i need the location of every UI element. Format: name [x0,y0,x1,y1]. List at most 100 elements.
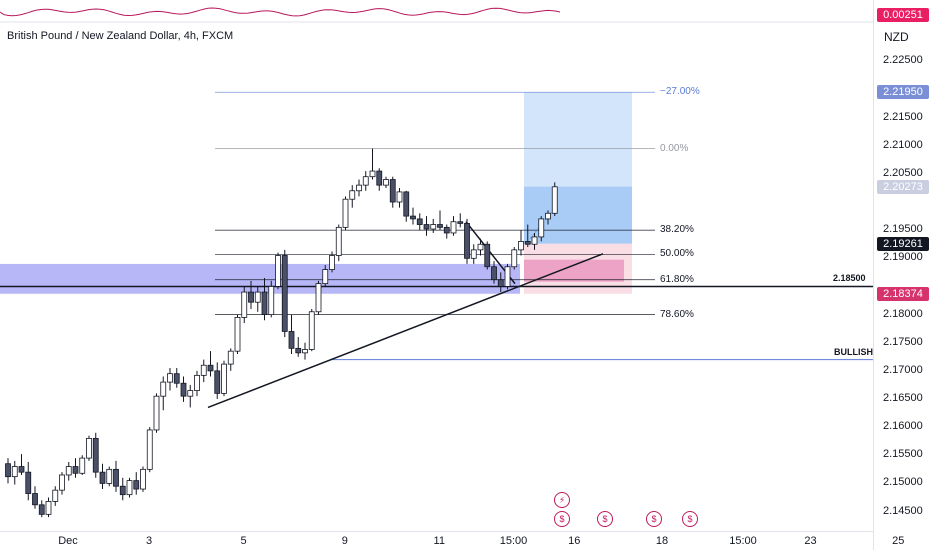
candle-body [18,466,25,473]
demand-zone [0,263,520,294]
flash-event-icon[interactable]: ⚡ [554,492,570,508]
fib-level-label: 61.80% [660,273,694,285]
price-tick-label: 2.18000 [883,307,923,320]
price-tick-label: 2.19500 [883,223,923,236]
price-tick-label: 2.15500 [883,448,923,461]
candle-body [207,364,214,372]
candle-body [457,221,464,224]
economic-event-icon[interactable]: $ [682,511,698,527]
time-tick-label: 11 [433,535,445,547]
economic-event-icon[interactable]: $ [554,511,570,527]
candle-body [200,364,207,376]
candle-body [275,255,281,287]
candle-body [342,198,349,228]
candle-body [180,382,187,397]
time-tick-label: 18 [655,535,669,547]
candle-body [194,374,200,391]
economic-event-icon[interactable]: $ [646,511,662,527]
candle-body [106,468,113,484]
price-scale[interactable] [873,0,932,550]
price-tick-label: 2.16000 [883,420,923,433]
candle-body [52,489,59,502]
candle-body [45,501,52,515]
fib-level-label: 38.20% [660,224,694,236]
candle-body [362,176,369,186]
candle-body [234,316,241,352]
candle-body [464,223,470,259]
candle-body [119,485,126,496]
candle-body [518,241,524,251]
price-tick-label: 2.22500 [883,54,923,67]
candle-body [214,370,221,394]
candle-body [437,224,443,228]
price-badge: 2.18374 [877,286,929,301]
time-tick-label: 5 [240,535,247,547]
candle-body [531,236,538,245]
candle-body [65,466,72,476]
price-badge: 2.19261 [877,236,929,251]
candle-body [167,373,173,383]
price-tick-label: 2.16500 [883,392,923,404]
currency-label[interactable]: NZD [884,30,909,44]
candle-body [497,279,504,287]
candle-body [254,291,261,303]
symbol-title[interactable]: British Pound / New Zealand Dollar, 4h, … [7,30,234,42]
candle-body [268,286,275,315]
candle-body [113,468,119,487]
candle-body [349,190,356,200]
candle-body [491,266,497,281]
candle-body [410,215,416,220]
time-tick-label: 23 [804,535,817,547]
candle-body [32,493,38,506]
time-tick-label: 15:00 [729,535,757,547]
price-tick-label: 2.17500 [883,335,923,348]
candle-body [322,269,329,285]
candle-body [302,349,308,354]
candle-body [403,191,410,217]
candle-body [315,283,322,313]
candle-body [511,249,518,268]
price-badge: 2.20273 [877,179,929,194]
candle-body [551,186,558,214]
candle-body [356,184,362,192]
time-axis[interactable] [0,531,873,550]
candle-body [99,471,106,484]
time-tick-label: 15:00 [499,535,528,547]
candle-body [79,457,86,474]
fib-level-label: 50.00% [660,248,694,260]
indicator-line [0,7,561,17]
candle-body [376,170,383,186]
candle-body [140,468,146,490]
candle-body [241,291,248,318]
candle-body [25,471,32,494]
economic-event-icon[interactable]: $ [597,511,613,527]
candle-body [477,243,484,251]
price-tick-label: 2.19000 [883,251,923,264]
candle-body [173,373,180,384]
candle-body [153,395,160,431]
price-badge: 2.21950 [877,85,929,100]
candle-body [450,221,457,234]
price-tick-label: 2.15000 [883,476,923,489]
candle-body [484,243,491,268]
candle-body [389,179,396,203]
candle-body [5,463,11,478]
candle-body [504,266,511,287]
candle-body [295,347,302,354]
candle-body [524,241,531,245]
horizontal-line-label: 2.18500 [833,273,866,284]
fib-level-label: −27.00% [660,86,700,98]
candle-body [383,179,389,186]
price-tick-label: 2.21000 [883,138,923,151]
candle-body [160,381,167,397]
candle-body [281,255,288,332]
candle-body [538,218,545,238]
time-tick-label: 3 [145,535,153,547]
candle-body [423,224,430,230]
horizontal-line-label: BULLISH [834,346,873,357]
time-tick-label: 16 [568,535,581,547]
candle-body [133,480,140,490]
candle-body [369,170,376,178]
